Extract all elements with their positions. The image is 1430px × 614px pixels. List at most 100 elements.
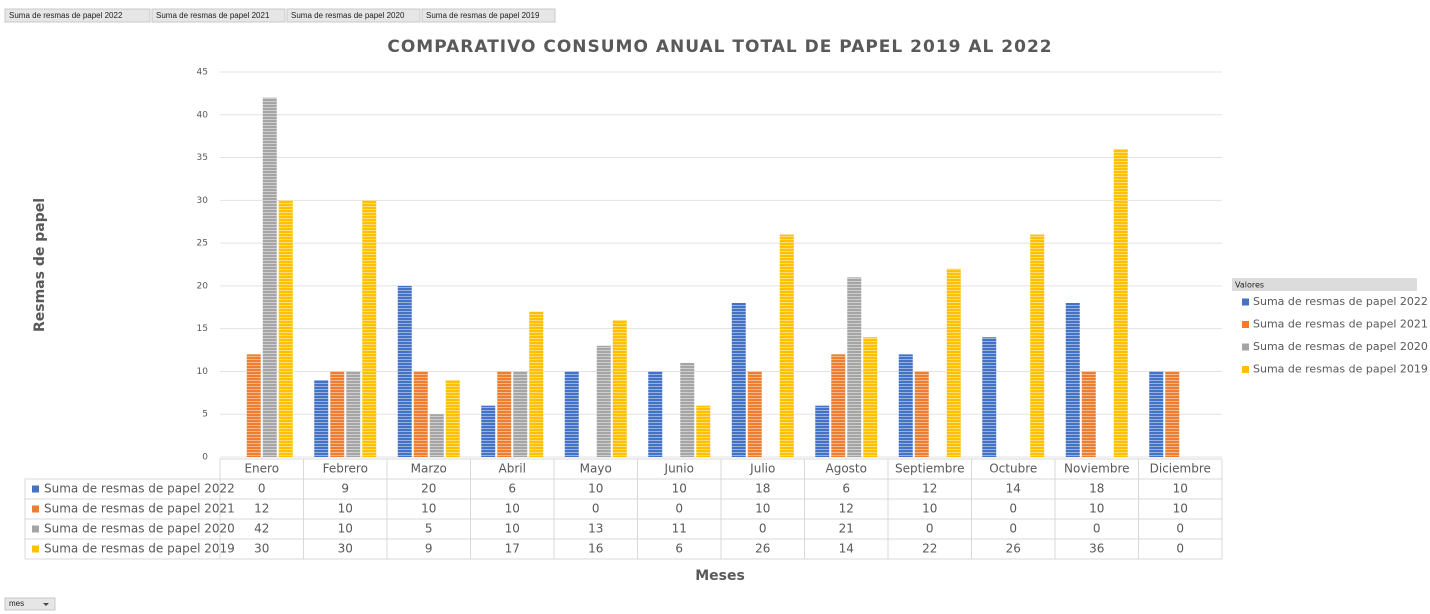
legend-key [32,485,39,493]
table-cell: 16 [588,542,603,556]
bar [747,371,762,457]
chart-title: COMPARATIVO CONSUMO ANUAL TOTAL DE PAPEL… [387,37,1052,57]
legend-label: Suma de resmas de papel 2021 [1253,318,1428,331]
table-cell: 0 [926,522,934,536]
y-tick-label: 5 [202,410,208,420]
bar [314,380,329,457]
table-cell: 26 [1006,542,1021,556]
dropdown-arrow [43,603,49,606]
bar [397,285,412,457]
x-tick-label: Diciembre [1150,462,1211,476]
table-cell: 22 [922,542,937,556]
bar [680,362,695,457]
field-button[interactable]: Suma de resmas de papel 2020 [286,8,421,23]
table-cell: 12 [254,502,269,516]
table-cell: 0 [1176,522,1184,536]
table-cell: 0 [675,502,683,516]
table-cell: 30 [254,542,269,556]
button-frame [4,8,151,23]
table-cell: 0 [759,522,767,536]
table-cell: 30 [338,542,353,556]
x-tick-label: Septiembre [895,462,964,476]
table-cell: 11 [672,522,687,536]
table-cell: 12 [839,502,854,516]
y-tick-label: 0 [202,453,208,463]
y-axis-label: Resmas de papel [32,198,48,332]
field-button-label: Suma de resmas de papel 2022 [9,11,123,20]
x-tick-label: Mayo [580,462,612,476]
y-tick-label: 25 [197,239,208,249]
table-cell: 10 [338,502,353,516]
table-cell: 36 [1089,542,1104,556]
table-cell: 5 [425,522,433,536]
bar [847,277,862,457]
legend-label: Suma de resmas de papel 2019 [1253,363,1428,376]
row-field-button[interactable]: mes [4,597,56,611]
bar [596,345,611,457]
table-cell: 10 [672,482,687,496]
table-cell: 10 [505,502,520,516]
field-button[interactable]: Suma de resmas de papel 2019 [421,8,556,23]
bar [946,268,961,457]
bar [863,337,878,457]
field-button[interactable]: Suma de resmas de papel 2022 [4,8,151,23]
field-button-label: Suma de resmas de papel 2019 [426,11,540,20]
bar [815,405,830,457]
x-tick-label: Abril [499,462,526,476]
button-frame [151,8,286,23]
table-cell: 10 [1173,502,1188,516]
bar [1113,149,1128,457]
bar [831,354,846,457]
legend-key [32,545,39,553]
table-cell: 0 [1009,502,1017,516]
table-cell: 0 [1093,522,1101,536]
bar [1165,371,1180,457]
table-cell: 10 [588,482,603,496]
y-tick-label: 15 [197,324,208,334]
legend-key [32,525,39,533]
bar [648,371,663,457]
bar [779,234,794,457]
x-tick-label: Junio [664,462,694,476]
y-tick-label: 40 [197,110,209,120]
table-cell: 14 [839,542,854,556]
table-cell: 9 [425,542,433,556]
button-frame [421,8,556,23]
table-cell: 0 [1009,522,1017,536]
bar [497,371,512,457]
table-series-name: Suma de resmas de papel 2019 [44,542,235,556]
table-cell: 10 [755,502,770,516]
table-cell: 10 [1173,482,1188,496]
table-cell: 17 [505,542,520,556]
legend-title: Valores [1235,281,1264,290]
table-cell: 0 [1176,542,1184,556]
bar [914,371,929,457]
bar [278,200,293,458]
button-frame [286,8,421,23]
legend-key [1242,366,1249,373]
table-cell: 10 [922,502,937,516]
table-cell: 18 [755,482,770,496]
bar [246,354,261,457]
y-tick-label: 10 [197,367,209,377]
bar [513,371,528,457]
bar [330,371,345,457]
bar [1030,234,1045,457]
x-tick-label: Enero [244,462,279,476]
button-frame [4,597,56,611]
table-series-name: Suma de resmas de papel 2022 [44,482,235,496]
x-tick-label: Julio [749,462,775,476]
field-button[interactable]: Suma de resmas de papel 2021 [151,8,286,23]
y-tick-label: 20 [197,281,209,291]
table-cell: 13 [588,522,603,536]
bar [413,371,428,457]
legend-key [1242,343,1249,351]
bar [982,337,997,457]
bar [1149,371,1164,457]
legend-key [1242,321,1249,328]
table-cell: 6 [675,542,683,556]
legend-key [1242,298,1249,306]
bar [898,354,913,457]
table-cell: 12 [922,482,937,496]
